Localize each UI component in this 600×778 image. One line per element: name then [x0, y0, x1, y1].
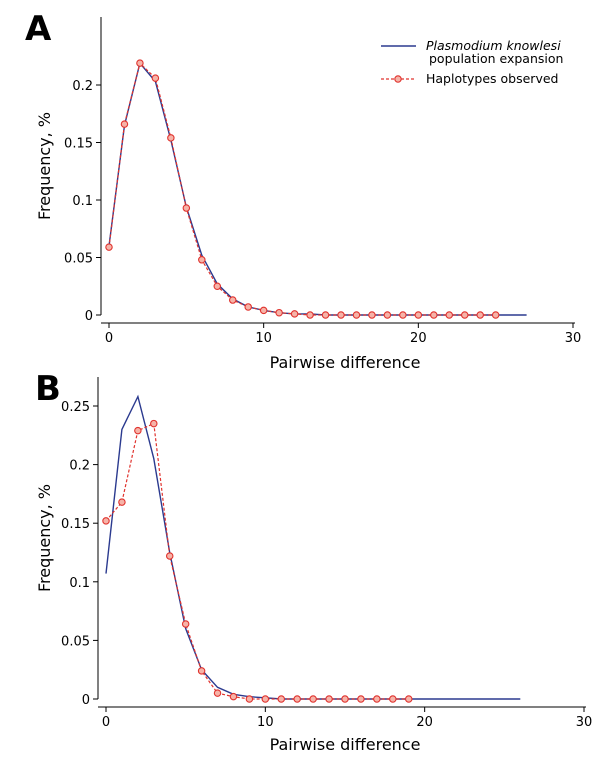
- y-tick-label: 0.1: [72, 194, 93, 209]
- observed-data-point: [198, 256, 206, 264]
- x-tick-label: 30: [576, 715, 593, 730]
- y-tick-label: 0.2: [69, 459, 90, 474]
- observed-data-point: [102, 517, 110, 525]
- observed-data-point: [181, 620, 190, 628]
- legend-observed-label: Haplotypes observed: [426, 71, 558, 86]
- observed-data-point: [134, 426, 142, 435]
- observed-data-point: [136, 59, 144, 67]
- observed-data-point: [368, 311, 376, 319]
- observed-data-point: [213, 689, 222, 697]
- y-tick-label: 0.15: [64, 137, 93, 152]
- observed-data-point: [277, 695, 286, 703]
- expected-series-line: [108, 61, 527, 316]
- observed-series-line: [108, 62, 496, 316]
- x-tick-label: 20: [416, 715, 433, 730]
- observed-data-point: [182, 204, 191, 212]
- observed-data-point: [460, 311, 469, 319]
- observed-data-point: [105, 243, 113, 251]
- observed-series-line: [105, 422, 409, 700]
- observed-data-point: [430, 311, 438, 319]
- x-tick-label: 10: [257, 715, 274, 730]
- y-tick-label: 0: [82, 693, 90, 708]
- observed-data-point: [491, 311, 500, 319]
- observed-data-point: [261, 695, 270, 703]
- observed-data-point: [120, 120, 129, 128]
- observed-data-point: [341, 695, 349, 703]
- chart-panel-b: B 0 0.05 0.1 0.15 0.2 0.25 0 10 20 30 Pairwise diff…: [35, 369, 592, 754]
- observed-data-point: [229, 692, 238, 701]
- x-axis-title: Pairwise difference: [270, 353, 421, 372]
- observed-data-point: [309, 695, 317, 703]
- legend-observed-marker: [394, 75, 402, 83]
- observed-data-point: [306, 311, 314, 319]
- observed-data-point: [476, 311, 484, 319]
- y-axis-title: Frequency, %: [35, 112, 54, 220]
- observed-data-point: [151, 74, 160, 82]
- observed-data-point: [150, 419, 158, 428]
- observed-data-point: [167, 134, 175, 142]
- legend-expected-species: Plasmodium knowlesi: [426, 38, 561, 53]
- observed-data-point: [325, 695, 333, 703]
- observed-data-point: [118, 498, 126, 506]
- observed-data-point: [275, 308, 283, 317]
- legend-expected-label: Plasmodium knowlesi: [426, 38, 561, 53]
- observed-data-point: [404, 695, 413, 703]
- observed-data-point: [373, 695, 381, 703]
- observed-data-point: [389, 695, 397, 703]
- observed-data-point: [352, 311, 361, 319]
- observed-data-point: [244, 303, 252, 311]
- observed-data-point: [321, 311, 330, 319]
- y-axis-title: Frequency, %: [35, 484, 54, 592]
- y-tick-label: 0.25: [61, 400, 90, 415]
- y-tick-label: 0.15: [61, 517, 90, 532]
- y-tick-label: 0.05: [61, 634, 90, 649]
- legend-expected-label-line2: population expansion: [429, 51, 563, 66]
- observed-data-point: [399, 311, 407, 319]
- observed-data-point: [293, 695, 301, 703]
- observed-data-point: [165, 552, 174, 560]
- x-tick-label: 0: [102, 715, 110, 730]
- x-tick-label: 0: [105, 331, 113, 346]
- observed-data-point: [259, 306, 268, 315]
- observed-data-point: [445, 311, 454, 319]
- y-tick-label: 0.05: [64, 252, 93, 267]
- y-tick-label: 0.2: [72, 79, 93, 94]
- observed-data-point: [383, 311, 392, 319]
- panel-letter: B: [35, 369, 61, 409]
- observed-data-point: [357, 695, 365, 703]
- x-tick-label: 30: [565, 331, 582, 346]
- x-axis-title: Pairwise difference: [270, 735, 421, 754]
- y-tick-label: 0.1: [69, 576, 90, 591]
- x-tick-label: 10: [255, 331, 272, 346]
- observed-data-point: [197, 667, 206, 675]
- y-tick-label: 0: [85, 309, 93, 324]
- observed-data-point: [290, 310, 299, 318]
- panel-letter: A: [25, 9, 52, 49]
- x-tick-label: 20: [410, 331, 427, 346]
- chart-panel-a: A 0 0.05 0.1 0.15 0.2 0 10 20 30 Pairwise differen…: [25, 9, 581, 372]
- observed-data-point: [414, 311, 423, 319]
- observed-data-point: [337, 311, 345, 319]
- observed-data-point: [228, 296, 237, 304]
- observed-data-point: [245, 695, 254, 703]
- observed-data-point: [213, 282, 222, 290]
